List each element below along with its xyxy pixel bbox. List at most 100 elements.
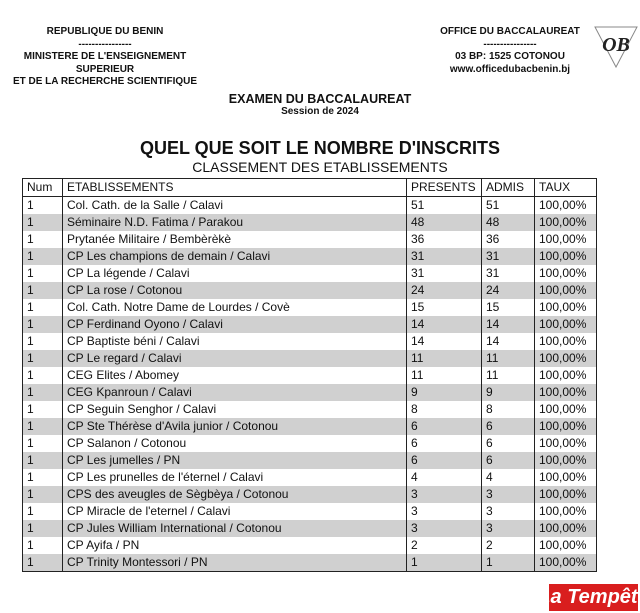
table-cell: CPS des aveugles de Sègbèya / Cotonou [62, 486, 407, 503]
table-cell: 100,00% [534, 299, 597, 316]
table-cell: 100,00% [534, 196, 597, 214]
table-cell: 100,00% [534, 401, 597, 418]
table-cell: 1 [22, 282, 63, 299]
table-cell: 3 [481, 503, 535, 520]
table-cell: CP Seguin Senghor / Calavi [62, 401, 407, 418]
table-cell: 31 [406, 248, 482, 265]
table-row: 1 Col. Cath. Notre Dame de Lourdes / Covè… [22, 299, 597, 316]
country: REPUBLIQUE DU BENIN [46, 26, 164, 37]
table-cell: 51 [406, 196, 482, 214]
table-cell: 31 [406, 265, 482, 282]
table-cell: 100,00% [534, 537, 597, 554]
table-row: 1 CP Jules William International / Cotono… [22, 520, 597, 537]
table-cell: 14 [481, 316, 535, 333]
table-cell: 1 [22, 554, 63, 572]
table-cell: CP Les prunelles de l'éternel / Calavi [62, 469, 407, 486]
table-cell: 100,00% [534, 248, 597, 265]
table-cell: CP La légende / Calavi [62, 265, 407, 282]
table-cell: 3 [406, 486, 482, 503]
table-cell: 100,00% [534, 520, 597, 537]
column-header: Num [22, 178, 63, 197]
table-row: 1 Col. Cath. de la Salle / Calavi 51 51 100,… [22, 196, 597, 214]
table-cell: CP Salanon / Cotonou [62, 435, 407, 452]
table-cell: 1 [22, 384, 63, 401]
table-cell: 6 [406, 435, 482, 452]
table-row: 1 CP Les champions de demain / Calavi 31 31… [22, 248, 597, 265]
table-cell: 1 [22, 418, 63, 435]
table-cell: 6 [481, 435, 535, 452]
office-logo: OB [594, 26, 638, 69]
column-header: TAUX [534, 178, 597, 197]
table-cell: 6 [406, 418, 482, 435]
table-cell: 100,00% [534, 350, 597, 367]
table-cell: CP Les jumelles / PN [62, 452, 407, 469]
table-row: 1 CP Les jumelles / PN 6 6 100,00% [22, 452, 597, 469]
table-cell: 14 [406, 333, 482, 350]
table-cell: 1 [22, 231, 63, 248]
table-cell: 1 [22, 196, 63, 214]
ministry: MINISTERE DE L'ENSEIGNEMENT [23, 51, 187, 62]
table-cell: 100,00% [534, 554, 597, 572]
table-cell: CP Miracle de l'eternel / Calavi [62, 503, 407, 520]
table-cell: 1 [22, 248, 63, 265]
table-cell: 11 [481, 350, 535, 367]
table-cell: 4 [406, 469, 482, 486]
separator: ---------------- [483, 38, 537, 50]
table-cell: 3 [481, 520, 535, 537]
table-cell: Séminaire N.D. Fatima / Parakou [62, 214, 407, 231]
ministry-2: SUPERIEUR [75, 63, 135, 75]
table-cell: Col. Cath. Notre Dame de Lourdes / Covè [62, 299, 407, 316]
table-cell: CP Les champions de demain / Calavi [62, 248, 407, 265]
table-cell: 48 [481, 214, 535, 231]
table-row: 1 CP La légende / Calavi 31 31 100,00% [22, 265, 597, 282]
table-cell: 51 [481, 196, 535, 214]
table-row: 1 Séminaire N.D. Fatima / Parakou 48 48 100,… [22, 214, 597, 231]
page-title: QUEL QUE SOIT LE NOMBRE D'INSCRITS [140, 138, 500, 158]
table-cell: 15 [481, 299, 535, 316]
table-cell: 14 [406, 316, 482, 333]
watermark-logo: La Tempête [538, 582, 640, 613]
table-cell: 1 [481, 554, 535, 572]
table-cell: 6 [481, 452, 535, 469]
table-cell: 48 [406, 214, 482, 231]
table-cell: 36 [481, 231, 535, 248]
table-cell: 2 [406, 537, 482, 554]
table-cell: CEG Elites / Abomey [62, 367, 407, 384]
website: www.officedubacbenin.bj [449, 63, 571, 75]
table-row: 1 CP Ste Thérèse d'Avila junior / Cotonou… [22, 418, 597, 435]
table-cell: 1 [22, 520, 63, 537]
table-cell: CP Jules William International / Cotonou [62, 520, 407, 537]
ranking-table: Num ETABLISSEMENTS PRESENTS ADMIS TAUX 1 Col.… [22, 178, 597, 572]
exam-heading: EXAMEN DU BACCALAUREAT Session de 2024 [0, 92, 640, 118]
column-header: ETABLISSEMENTS [62, 178, 407, 197]
table-row: 1 CP Ferdinand Oyono / Calavi 14 14 100,00% [22, 316, 597, 333]
table-cell: 1 [22, 214, 63, 231]
table-cell: 6 [406, 452, 482, 469]
table-cell: 9 [406, 384, 482, 401]
column-header: ADMIS [481, 178, 535, 197]
office: OFFICE DU BACCALAUREAT [440, 26, 580, 37]
table-cell: 9 [481, 384, 535, 401]
table-cell: 1 [22, 469, 63, 486]
table-row: 1 CP Le regard / Calavi 11 11 100,00% [22, 350, 597, 367]
table-row: 1 CP Ayifa / PN 2 2 100,00% [22, 537, 597, 554]
table-cell: 3 [406, 520, 482, 537]
table-cell: Prytanée Militaire / Bembèrèkè [62, 231, 407, 248]
separator: ---------------- [78, 38, 132, 50]
table-cell: 31 [481, 248, 535, 265]
table-row: 1 CP Les prunelles de l'éternel / Calavi 4… [22, 469, 597, 486]
table-cell: 100,00% [534, 282, 597, 299]
table-cell: 24 [406, 282, 482, 299]
table-cell: 100,00% [534, 418, 597, 435]
table-cell: 11 [406, 350, 482, 367]
table-row: 1 CEG Kpanroun / Calavi 9 9 100,00% [22, 384, 597, 401]
table-cell: 100,00% [534, 503, 597, 520]
table-cell: 15 [406, 299, 482, 316]
header-right: OFFICE DU BACCALAUREAT ---------------- … [430, 26, 590, 76]
table-cell: 31 [481, 265, 535, 282]
header-left: REPUBLIQUE DU BENIN ---------------- MIN… [10, 26, 200, 89]
table-cell: 1 [22, 265, 63, 282]
table-cell: 24 [481, 282, 535, 299]
table-row: 1 CP Baptiste béni / Calavi 14 14 100,00% [22, 333, 597, 350]
table-cell: 1 [22, 452, 63, 469]
